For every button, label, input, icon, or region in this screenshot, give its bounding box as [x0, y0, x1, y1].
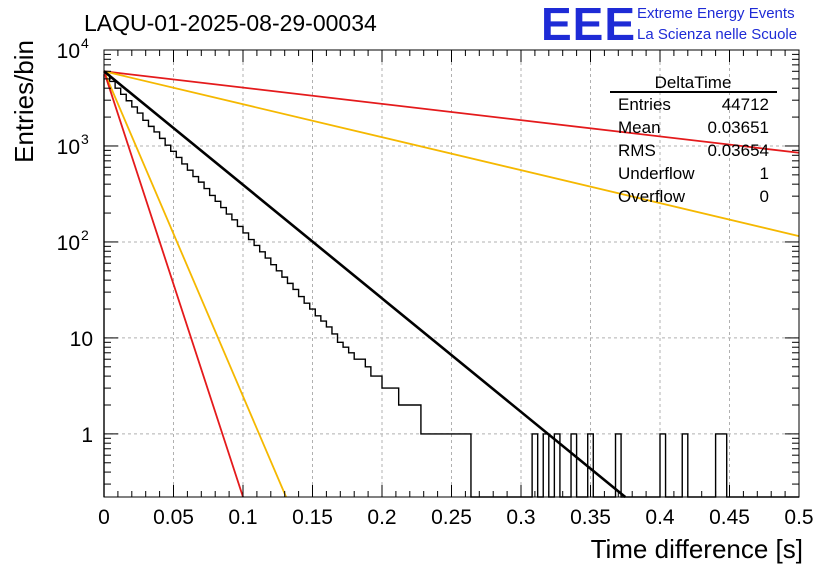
y-tick-exponent: 3: [81, 131, 89, 147]
curve-red-slow: [103, 70, 800, 154]
x-tick-label: 0.05: [153, 506, 194, 529]
x-tick-label: 0.25: [431, 506, 472, 529]
stats-label: Underflow: [618, 164, 695, 183]
stats-value: 0.03651: [708, 118, 769, 137]
curve-red-fast: [103, 71, 244, 498]
stats-label: Mean: [618, 118, 661, 137]
stats-value: 0: [760, 187, 769, 206]
logo-line-2: La Scienza nelle Scuole: [637, 26, 797, 43]
x-tick-label: 0.2: [367, 506, 396, 529]
y-axis-title: Entries/bin: [9, 40, 39, 163]
stats-rows: Entries 44712 Mean 0.03651 RMS 0.03654 Underfl…: [618, 95, 769, 206]
stats-value: 44712: [722, 95, 769, 114]
y-tick-label: 1: [81, 424, 93, 447]
stats-label: Overflow: [618, 187, 686, 206]
y-tick-label: 10: [57, 136, 80, 159]
grid: [104, 50, 799, 497]
stats-label: RMS: [618, 141, 656, 160]
logo-letters: EEE: [541, 0, 636, 50]
y-tick-exponent: 2: [81, 227, 89, 243]
logo-line-1: Extreme Energy Events: [637, 5, 795, 22]
x-tick-label: 0.15: [292, 506, 333, 529]
x-tick-label: 0.35: [570, 506, 611, 529]
x-tick-label: 0.1: [228, 506, 257, 529]
y-tick-label: 10: [57, 40, 80, 63]
curve-yellow-slow: [103, 70, 800, 237]
y-tick-label: 10: [70, 328, 93, 351]
x-tick-label: 0.45: [709, 506, 750, 529]
x-tick-label: 0.3: [506, 506, 535, 529]
stats-title: DeltaTime: [655, 73, 732, 92]
stats-value: 0.03654: [708, 141, 769, 160]
x-axis-title: Time difference [s]: [591, 534, 803, 564]
chart-title: LAQU-01-2025-08-29-00034: [84, 10, 377, 36]
stats-value: 1: [760, 164, 769, 183]
x-tick-labels: 0 0.05 0.1 0.15 0.2 0.25 0.3 0.35 0.4 0.45 0.5: [98, 506, 813, 529]
stats-box: DeltaTime Entries 44712 Mean 0.03651 RMS 0.03…: [610, 73, 777, 206]
y-tick-exponent: 4: [81, 35, 89, 51]
x-tick-label: 0.5: [784, 506, 813, 529]
y-tick-label: 10: [57, 232, 80, 255]
curve-fit: [103, 70, 627, 499]
x-tick-label: 0: [98, 506, 110, 529]
curve-yellow-fast: [103, 70, 287, 498]
x-tick-label: 0.4: [645, 506, 675, 529]
fit-curves: [103, 70, 800, 499]
axis-ticks: [103, 49, 800, 497]
eee-logo: EEE Extreme Energy Events La Scienza nel…: [541, 0, 797, 50]
stats-label: Entries: [618, 95, 671, 114]
